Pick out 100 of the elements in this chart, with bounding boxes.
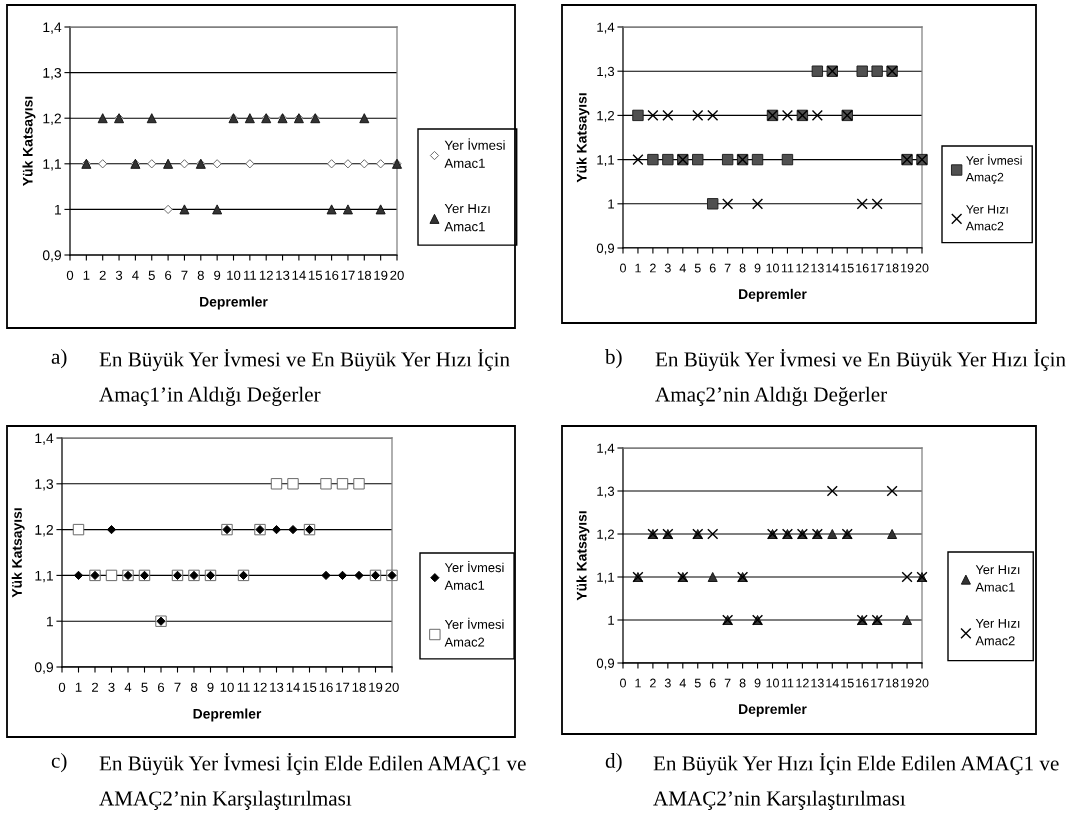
x-tick-label: 16 [856, 678, 869, 688]
y-tick-label: 1 [47, 616, 53, 627]
y-tick-label: 1,1 [43, 159, 61, 171]
text: b) [605, 349, 622, 369]
x-tick-label: 5 [141, 682, 148, 692]
x-tick-label: 18 [352, 682, 366, 692]
text: En Büyük Yer Hızı İçin Elde Edilen AMAÇ1 ve AMAÇ2’nin Karşılaştırılması [653, 753, 1059, 810]
x-tick-label: 0 [620, 263, 626, 273]
x-tick-label: 4 [132, 270, 139, 280]
x-tick-label: 2 [650, 263, 656, 273]
x-tick-label: 7 [724, 678, 731, 688]
legend-label: Yer İvmesi Amac1 [444, 560, 504, 590]
x-tick-label: 6 [165, 270, 172, 280]
y-tick-label: 1,3 [597, 486, 615, 498]
x-tick-label: 9 [754, 263, 761, 273]
x-tick-label: 1 [83, 270, 90, 280]
y-tick-label: 1,2 [35, 524, 53, 537]
x-tick-label: 5 [694, 263, 701, 273]
x-tick-label: 10 [766, 678, 779, 688]
x-tick-label: 19 [374, 270, 388, 280]
x-tick-label: 8 [197, 270, 204, 280]
x-tick-label: 0 [620, 678, 626, 688]
x-tick-label: 4 [124, 682, 132, 692]
y-tick-label: 0,9 [596, 243, 615, 255]
x-tick-label: 7 [724, 263, 731, 273]
y-tick-label: 1 [608, 199, 615, 209]
x-tick-label: 0 [66, 270, 74, 280]
x-tick-label: 12 [796, 263, 809, 273]
x-tick-label: 15 [841, 678, 854, 688]
x-tick-label: 4 [679, 263, 686, 273]
x-tick-label: 10 [220, 682, 234, 692]
text: En Büyük Yer İvmesi ve En Büyük Yer Hızı İçin Amaç2’nin Aldığı Değerler [655, 349, 1066, 406]
x-tick-label: 12 [259, 270, 273, 280]
y-tick-label: 1,1 [597, 155, 615, 167]
y-tick-label: 1,3 [597, 66, 615, 78]
x-tick-label: 6 [709, 263, 716, 273]
x-tick-label: 3 [115, 270, 123, 280]
y-tick-label: 1 [55, 204, 61, 215]
x-tick-label: 19 [369, 682, 383, 692]
x-tick-label: 8 [739, 263, 746, 273]
y-tick-label: 0,9 [42, 250, 62, 262]
y-axis-title: Yük Katsayısı [22, 96, 36, 186]
x-tick-label: 17 [336, 682, 350, 692]
x-axis-title: Depremler [739, 703, 807, 717]
y-tick-label: 1,4 [597, 443, 615, 455]
legend-label: Yer İvmesi Amac2 [444, 617, 504, 647]
x-tick-label: 10 [227, 270, 241, 280]
x-tick-label: 14 [292, 270, 306, 280]
y-axis-title: Yük Katsayısı [576, 93, 590, 183]
x-tick-label: 17 [341, 270, 355, 280]
legend-label: Yer Hızı Amac1 [975, 565, 1020, 592]
y-tick-label: 1,3 [43, 67, 62, 80]
y-tick-label: 1,1 [597, 572, 615, 584]
x-tick-label: 9 [754, 678, 761, 688]
x-tick-label: 13 [811, 678, 824, 688]
y-axis-title: Yük Katsayısı [11, 508, 25, 598]
x-tick-label: 9 [214, 270, 221, 280]
x-tick-label: 2 [99, 270, 106, 280]
x-tick-label: 8 [739, 678, 746, 688]
x-tick-label: 18 [357, 270, 372, 280]
x-tick-label: 15 [841, 263, 854, 273]
x-tick-label: 12 [253, 682, 267, 692]
x-tick-label: 6 [158, 682, 165, 692]
y-tick-label: 1,2 [597, 529, 615, 541]
x-tick-label: 18 [886, 263, 899, 273]
x-tick-label: 17 [871, 678, 884, 688]
x-tick-label: 0 [58, 682, 66, 692]
x-tick-label: 11 [781, 263, 794, 273]
text: d) [605, 753, 622, 773]
x-axis-title: Depremler [739, 288, 807, 302]
x-tick-label: 15 [308, 270, 323, 280]
x-tick-label: 1 [635, 263, 641, 273]
x-tick-label: 19 [901, 678, 914, 688]
x-tick-label: 9 [207, 682, 214, 692]
x-tick-label: 20 [915, 678, 929, 688]
x-tick-label: 2 [92, 682, 99, 692]
x-tick-label: 10 [766, 263, 779, 273]
x-axis-title: Depremler [200, 296, 268, 310]
x-tick-label: 16 [856, 263, 869, 273]
text: a) [51, 349, 67, 369]
x-tick-label: 11 [781, 678, 794, 688]
x-tick-label: 3 [664, 263, 671, 273]
x-tick-label: 7 [181, 270, 188, 280]
x-tick-label: 1 [75, 682, 82, 692]
legend-label: Yer İvmesi Amac1 [444, 138, 505, 168]
text: En Büyük Yer İvmesi İçin Elde Edilen AMAÇ1 ve AMAÇ2’nin Karşılaştırılması [99, 753, 526, 810]
x-tick-label: 1 [635, 678, 641, 688]
x-tick-label: 14 [826, 263, 839, 273]
y-axis-title: Yük Katsayısı [576, 511, 590, 601]
legend-label: Yer İvmesi Amaç2 [965, 154, 1022, 184]
x-tick-label: 6 [709, 678, 716, 688]
x-tick-label: 5 [694, 678, 701, 688]
y-tick-label: 1,2 [597, 110, 615, 122]
y-tick-label: 1,3 [35, 479, 54, 491]
x-tick-label: 13 [270, 682, 284, 692]
x-tick-label: 12 [796, 678, 809, 688]
x-tick-label: 16 [325, 270, 339, 280]
x-tick-label: 16 [319, 682, 333, 692]
legend-label: Yer Hızı Amac2 [965, 205, 1008, 231]
x-tick-label: 3 [108, 682, 115, 692]
